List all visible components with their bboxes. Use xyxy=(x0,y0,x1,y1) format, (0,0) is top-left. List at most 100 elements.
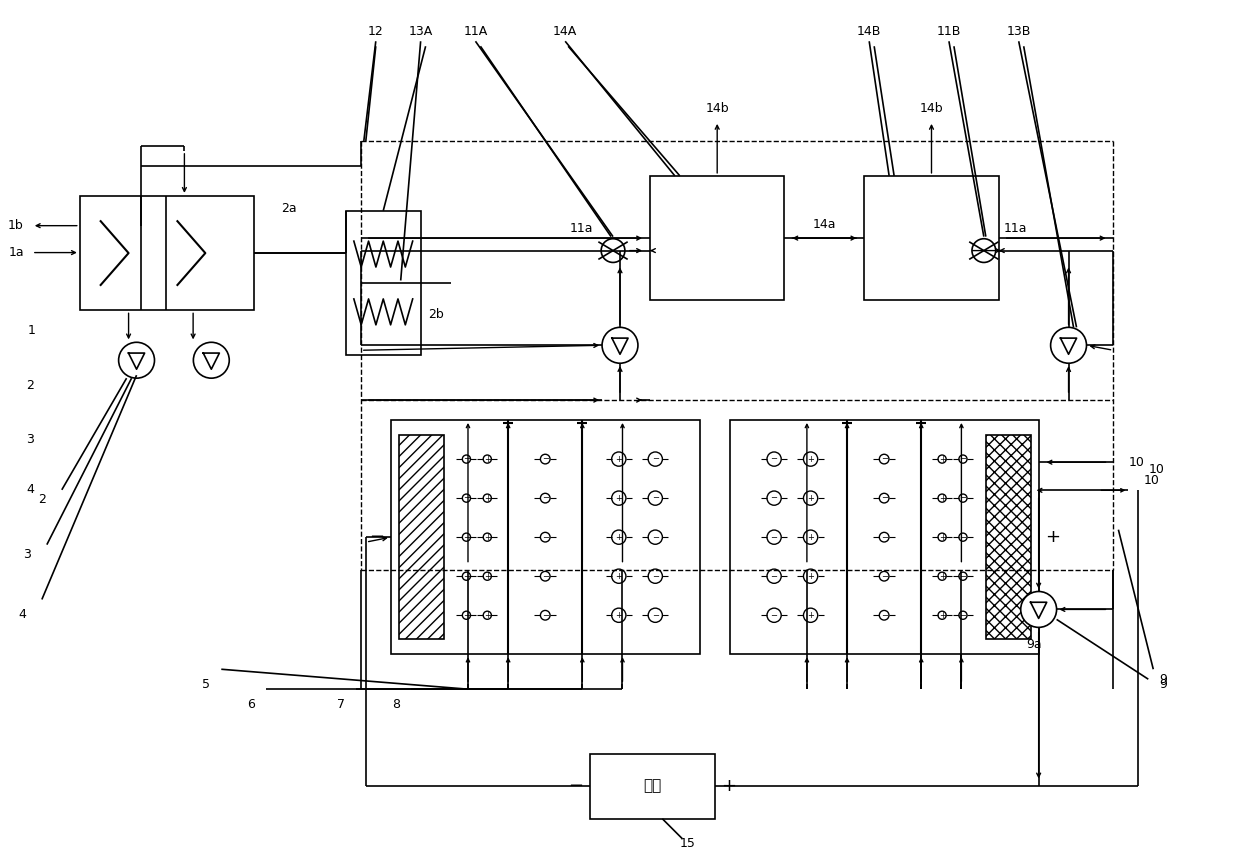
Text: 4: 4 xyxy=(26,483,33,496)
Text: −: − xyxy=(960,611,966,620)
Text: −: − xyxy=(463,533,470,541)
Text: 11A: 11A xyxy=(464,25,487,38)
Text: −: − xyxy=(463,611,470,620)
Circle shape xyxy=(484,572,491,580)
Text: −: − xyxy=(652,572,658,581)
Bar xyxy=(729,420,1039,655)
Text: 1a: 1a xyxy=(9,246,24,259)
Bar xyxy=(986,435,1030,639)
Text: +: + xyxy=(484,494,491,502)
Text: −: − xyxy=(880,455,888,463)
Circle shape xyxy=(768,491,781,505)
Circle shape xyxy=(959,572,967,580)
Text: +: + xyxy=(807,455,813,463)
Circle shape xyxy=(611,452,626,466)
Circle shape xyxy=(804,452,817,466)
Circle shape xyxy=(541,533,551,542)
Circle shape xyxy=(463,611,470,619)
Text: +: + xyxy=(939,533,946,541)
Circle shape xyxy=(959,611,967,619)
Text: 14b: 14b xyxy=(920,101,944,114)
Text: −: − xyxy=(960,455,966,463)
Text: 7: 7 xyxy=(337,698,345,711)
Text: +: + xyxy=(939,455,946,463)
Text: +: + xyxy=(807,572,813,581)
Bar xyxy=(650,176,785,301)
Circle shape xyxy=(879,572,889,581)
Circle shape xyxy=(649,569,662,584)
Text: −: − xyxy=(770,611,777,620)
Text: −: − xyxy=(960,494,966,502)
Text: 1: 1 xyxy=(29,324,36,337)
Circle shape xyxy=(804,530,817,544)
Circle shape xyxy=(879,455,889,464)
Circle shape xyxy=(1021,591,1056,627)
Circle shape xyxy=(649,491,662,505)
Text: +: + xyxy=(484,455,491,463)
Text: 15: 15 xyxy=(680,837,696,850)
Circle shape xyxy=(484,533,491,541)
Text: −: − xyxy=(880,533,888,541)
Circle shape xyxy=(937,455,946,463)
Text: 3: 3 xyxy=(24,548,31,561)
Text: 10: 10 xyxy=(1148,463,1164,476)
Text: +: + xyxy=(722,777,737,795)
Bar xyxy=(391,420,699,655)
Text: +: + xyxy=(484,611,491,620)
Circle shape xyxy=(768,530,781,544)
Text: +: + xyxy=(1045,528,1060,546)
Bar xyxy=(346,210,420,355)
Bar xyxy=(590,754,714,818)
Text: +: + xyxy=(807,533,813,541)
Circle shape xyxy=(541,494,551,503)
Text: −: − xyxy=(542,455,549,463)
Text: +: + xyxy=(807,494,813,502)
Circle shape xyxy=(611,530,626,544)
Circle shape xyxy=(601,239,625,262)
Circle shape xyxy=(937,533,946,541)
Circle shape xyxy=(541,572,551,581)
Text: +: + xyxy=(615,533,622,541)
Text: −: − xyxy=(569,777,584,795)
Text: 13A: 13A xyxy=(408,25,433,38)
Text: 2a: 2a xyxy=(281,203,296,216)
Circle shape xyxy=(1050,327,1086,363)
Text: 5: 5 xyxy=(202,678,211,691)
Text: −: − xyxy=(652,533,658,541)
Text: −: − xyxy=(880,494,888,502)
Circle shape xyxy=(959,455,967,463)
Circle shape xyxy=(649,530,662,544)
Circle shape xyxy=(768,452,781,466)
Circle shape xyxy=(768,569,781,584)
Circle shape xyxy=(611,569,626,584)
Text: 11B: 11B xyxy=(936,25,961,38)
Text: 12: 12 xyxy=(368,25,383,38)
Circle shape xyxy=(937,572,946,580)
Text: 11a: 11a xyxy=(569,223,593,236)
Circle shape xyxy=(541,611,551,620)
Text: +: + xyxy=(615,494,622,502)
Circle shape xyxy=(768,608,781,623)
Text: +: + xyxy=(615,611,622,620)
Text: 10: 10 xyxy=(1143,474,1159,487)
Text: −: − xyxy=(652,494,658,502)
Text: 14b: 14b xyxy=(706,101,729,114)
Text: +: + xyxy=(615,455,622,463)
Text: 9a: 9a xyxy=(1025,638,1042,651)
Text: −: − xyxy=(652,611,658,620)
Text: −: − xyxy=(770,533,777,541)
Circle shape xyxy=(484,494,491,502)
Text: 2b: 2b xyxy=(429,308,444,321)
Text: −: − xyxy=(880,611,888,620)
Circle shape xyxy=(959,494,967,502)
Circle shape xyxy=(484,455,491,463)
Circle shape xyxy=(879,494,889,503)
Text: −: − xyxy=(463,494,470,502)
Circle shape xyxy=(463,572,470,580)
Circle shape xyxy=(463,494,470,502)
Circle shape xyxy=(804,491,817,505)
Circle shape xyxy=(804,569,817,584)
Circle shape xyxy=(603,327,637,363)
Text: 负载: 负载 xyxy=(642,779,661,793)
Circle shape xyxy=(463,533,470,541)
